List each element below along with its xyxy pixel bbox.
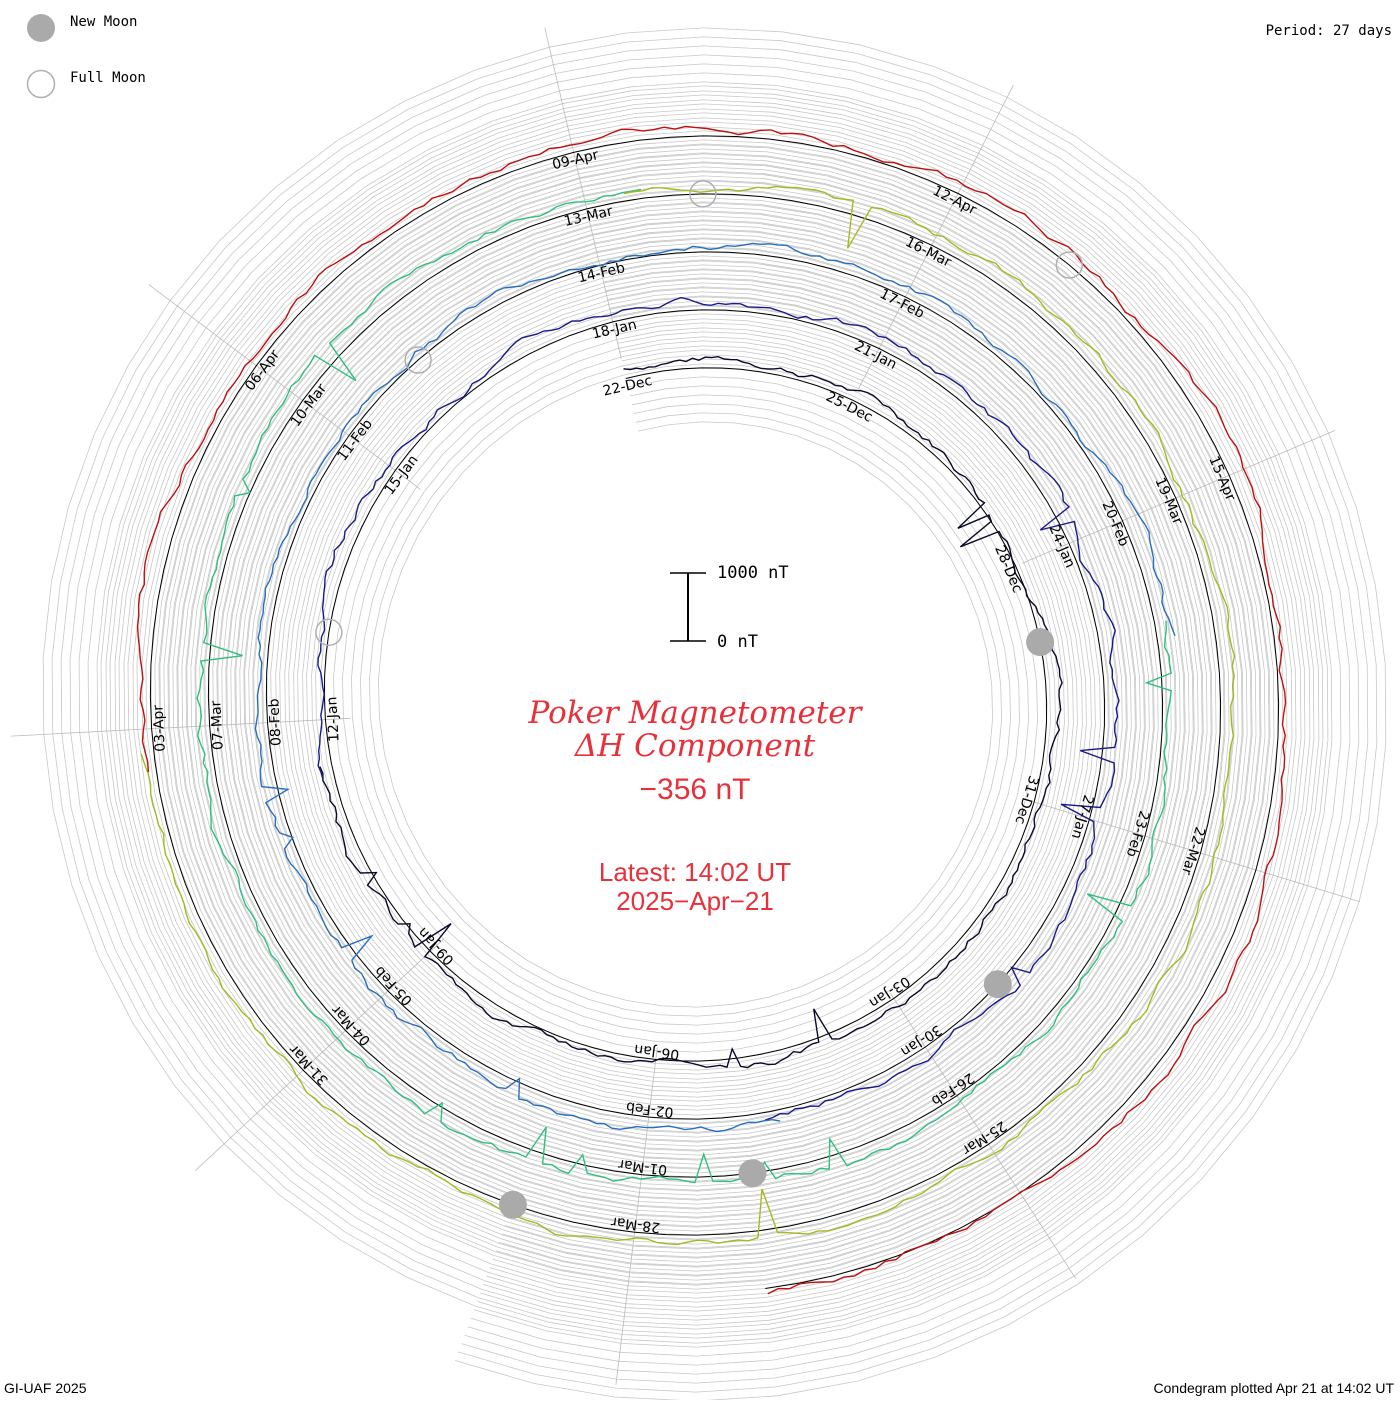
full-moon-marker-1	[404, 346, 432, 374]
new-moon-marker-2	[738, 1159, 767, 1188]
scale-bar	[670, 572, 706, 642]
chart-title: Poker Magnetometer ΔH Component	[440, 697, 950, 763]
grid-ring	[60, 45, 1369, 1384]
new-moon-icon	[27, 14, 55, 42]
scale-top-label: 1000 nT	[717, 563, 789, 583]
grid-spoke	[195, 938, 445, 1171]
grid-spoke	[615, 1047, 658, 1385]
date-label-4-4: 03-Apr	[150, 704, 168, 752]
period-label: Period: 27 days	[1265, 23, 1392, 39]
legend-icons	[26, 14, 56, 99]
footer-credit: GI-UAF 2025	[4, 1380, 87, 1396]
grid-ring	[51, 36, 1378, 1393]
baseline-spiral	[149, 135, 1280, 1289]
grid-spoke	[544, 27, 622, 360]
current-value: −356 nT	[639, 773, 751, 806]
date-label-4-2: 28-Mar	[610, 1213, 661, 1235]
trace-series-5	[136, 125, 1287, 1295]
grid-ring	[195, 180, 1234, 1249]
grid-ring	[141, 126, 1288, 1303]
grid-spoke	[10, 717, 351, 737]
date-label-1-7: 21-Jan	[852, 338, 900, 373]
grid-ring	[87, 72, 1342, 1357]
grid-ring	[132, 117, 1297, 1312]
scale-bottom-label: 0 nT	[717, 632, 758, 652]
grid-spoke	[890, 993, 1077, 1279]
new-moon-label: New Moon	[70, 14, 138, 30]
grid-ring	[69, 54, 1360, 1375]
moon-markers	[315, 180, 1084, 1219]
trace-series-3	[196, 188, 1172, 1184]
title-line-2: ΔH Component	[574, 728, 816, 764]
full-moon-marker-2	[689, 180, 717, 208]
date-label-2-2: 02-Feb	[625, 1098, 674, 1120]
latest-line-1: Latest: 14:02 UT	[598, 857, 792, 887]
grid-ring	[123, 108, 1306, 1321]
date-label-0-2: 28-Dec	[991, 543, 1025, 595]
trace-series-1	[317, 296, 1120, 1121]
trace-series-4	[140, 185, 1236, 1246]
grid-ring	[105, 90, 1324, 1339]
grid-ring	[159, 144, 1270, 1285]
grid-ring	[177, 162, 1252, 1267]
date-label-3-2: 01-Mar	[617, 1156, 668, 1178]
grid-ring	[42, 27, 1387, 1402]
grid-rings	[42, 27, 1387, 1402]
grid-ring	[186, 171, 1243, 1258]
title-line-1: Poker Magnetometer	[528, 695, 862, 731]
full-moon-marker-0	[315, 618, 343, 647]
grid-spoke	[148, 284, 421, 490]
date-label-1-1: 03-Jan	[866, 973, 913, 1011]
full-moon-label: Full Moon	[70, 70, 146, 86]
full-moon-marker-3	[1055, 251, 1084, 279]
grid-ring	[204, 189, 1225, 1240]
new-moon-marker-1	[983, 970, 1012, 999]
date-label-1-4: 12-Jan	[324, 696, 342, 742]
grid-ring	[78, 63, 1351, 1366]
date-label-1-6: 18-Jan	[591, 317, 639, 343]
grid-ring	[114, 99, 1315, 1330]
date-label-2-4: 08-Feb	[266, 698, 284, 747]
grid-spoke	[1022, 430, 1336, 564]
magnetometer-traces	[136, 125, 1287, 1295]
latest-line-2: 2025−Apr−21	[616, 886, 774, 916]
date-label-2-6: 14-Feb	[576, 260, 626, 286]
footer-plot-time: Condegram plotted Apr 21 at 14:02 UT	[1153, 1380, 1394, 1396]
date-label-2-0: 27-Jan	[1068, 793, 1097, 841]
date-label-3-8: 19-Mar	[1151, 475, 1185, 527]
trace-series-0	[319, 355, 1063, 1069]
grid-ring	[96, 81, 1333, 1348]
date-label-3-4: 07-Mar	[208, 700, 227, 750]
baseline-path	[149, 135, 1280, 1289]
date-label-1-2: 06-Jan	[633, 1041, 680, 1062]
new-moon-marker-0	[1026, 628, 1055, 657]
latest-time: Latest: 14:02 UT 2025−Apr−21	[490, 858, 900, 916]
trace-series-2	[254, 242, 1176, 1133]
full-moon-icon	[26, 69, 56, 99]
grid-ring	[168, 153, 1261, 1276]
new-moon-marker-3	[498, 1190, 527, 1219]
date-label-0-0: 22-Dec	[601, 373, 653, 400]
